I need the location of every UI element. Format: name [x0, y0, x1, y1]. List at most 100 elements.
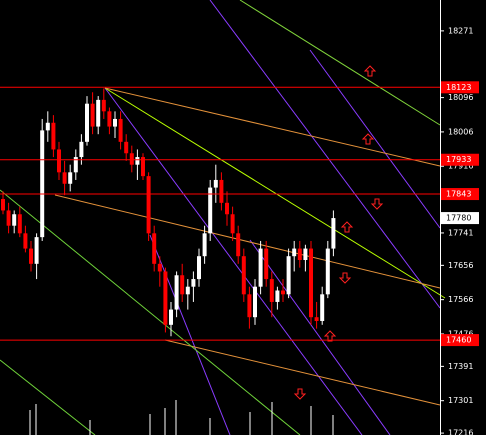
y-tick-label: 17566 [448, 295, 473, 304]
y-tick-label: 17476 [448, 329, 473, 338]
candle-body [146, 176, 151, 234]
candle-body [17, 214, 22, 234]
candle-body [213, 179, 218, 188]
candle-body [185, 286, 190, 295]
candle-body [96, 99, 101, 127]
level-label-box [441, 334, 479, 347]
candle-body [135, 157, 140, 165]
y-tick-label: 17741 [448, 228, 473, 237]
candle-body [174, 275, 179, 310]
level-label: 17933 [446, 155, 471, 164]
candle-body [101, 99, 106, 112]
candle-body [62, 172, 67, 184]
candle-body [269, 279, 274, 302]
candle-body [230, 214, 235, 234]
candle-body [12, 214, 17, 226]
candle-body [1, 199, 5, 211]
trend-line [164, 339, 441, 406]
candle-body [107, 111, 112, 127]
candle-body [303, 248, 308, 261]
candle-body [79, 141, 84, 158]
candle-body [275, 290, 280, 302]
candle-body [325, 248, 330, 295]
level-label: 17460 [446, 336, 471, 345]
candle-body [309, 248, 313, 318]
candle-body [51, 122, 56, 150]
up-arrow [361, 133, 375, 145]
candle-body [124, 141, 129, 154]
last-price-box [441, 212, 479, 225]
trend-line [209, 0, 441, 309]
candle-body [163, 271, 168, 325]
candle-body [129, 153, 134, 165]
level-label: 17843 [446, 190, 471, 199]
candle-body [34, 237, 39, 264]
candle-body [118, 118, 123, 142]
last-price-label: 17780 [446, 214, 471, 223]
trend-lines [0, 0, 446, 435]
trend-line [239, 0, 441, 126]
volume-bars [29, 400, 334, 435]
candle-body [292, 248, 297, 257]
candle-body [286, 256, 291, 295]
candle-body [225, 202, 229, 215]
candle-body [45, 122, 50, 131]
candle-body [236, 233, 241, 257]
level-label-box [441, 153, 479, 166]
y-tick-label: 17656 [448, 261, 473, 270]
candle-body [247, 294, 252, 318]
candle-body [219, 179, 224, 203]
trend-line [0, 189, 301, 435]
candle-body [202, 233, 207, 257]
candle-body [29, 248, 33, 264]
candle-body [208, 187, 213, 234]
candle-body [320, 294, 325, 322]
candle-body [314, 317, 319, 322]
trend-line [104, 87, 441, 167]
candle-body [169, 309, 173, 325]
signal-arrows [293, 65, 384, 400]
candle-body [264, 248, 269, 280]
y-tick-label: 17916 [448, 162, 473, 171]
candle-body [157, 263, 162, 272]
candle-body [297, 248, 302, 261]
y-tick-label: 18271 [448, 26, 473, 35]
y-tick-label: 17301 [448, 396, 473, 405]
candle-body [6, 210, 11, 226]
candle-body [258, 248, 263, 287]
trend-line [0, 359, 96, 435]
trend-line [104, 87, 363, 435]
candle-body [331, 218, 336, 249]
y-tick-label: 17391 [448, 362, 473, 371]
candle-body [241, 256, 246, 295]
level-label-box [441, 188, 479, 201]
candle-body [85, 103, 89, 142]
trend-line [249, 239, 391, 435]
candle-body [23, 233, 28, 249]
y-tick-label: 17216 [448, 429, 473, 435]
candle-body [253, 286, 257, 318]
candle-body [73, 157, 78, 173]
trend-line [309, 49, 441, 229]
down-arrow [293, 388, 307, 400]
candle-body [180, 275, 185, 295]
candle-body [197, 256, 201, 280]
down-arrow [370, 198, 384, 210]
level-label-box [441, 81, 479, 94]
trend-line [104, 87, 446, 299]
trend-line [54, 194, 441, 289]
down-arrow [338, 272, 352, 284]
candle-body [152, 233, 157, 264]
candle-body [40, 130, 45, 238]
trend-line [149, 234, 231, 435]
candle-body [191, 279, 196, 287]
y-tick-label: 18096 [448, 93, 473, 102]
up-arrow [340, 221, 354, 233]
y-tick-label: 18006 [448, 127, 473, 136]
up-arrow [363, 65, 377, 77]
candle-body [281, 290, 285, 295]
up-arrow [323, 330, 337, 342]
candle-body [57, 149, 61, 173]
